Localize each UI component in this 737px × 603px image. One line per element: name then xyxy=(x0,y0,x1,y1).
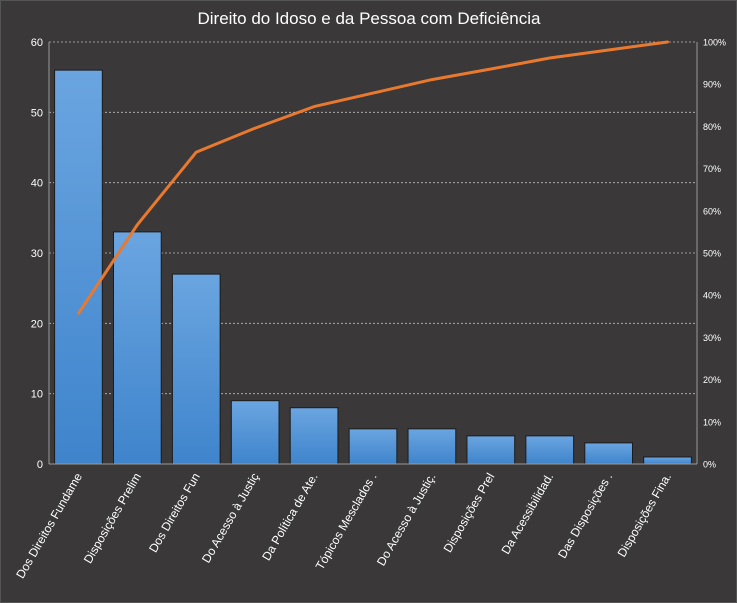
x-tick-label: Do Acesso à Justiç xyxy=(199,471,262,566)
y2-tick-label: 60% xyxy=(703,206,721,216)
bar xyxy=(466,435,516,465)
y2-tick-label: 20% xyxy=(703,375,721,385)
chart-title: Direito do Idoso e da Pessoa com Deficiê… xyxy=(197,9,541,28)
y-tick-label: 30 xyxy=(31,248,43,260)
y-tick-label: 20 xyxy=(31,318,43,330)
bar xyxy=(289,407,339,465)
bar xyxy=(348,428,398,465)
bar xyxy=(584,442,633,465)
bar xyxy=(230,400,280,465)
bar xyxy=(113,231,162,465)
axes xyxy=(48,42,698,465)
y-tick-label: 40 xyxy=(31,178,43,190)
x-tick-label: Dos Direitos Fundame xyxy=(13,470,85,581)
y2-tick-label: 80% xyxy=(703,122,721,132)
bar xyxy=(407,428,457,465)
x-tick-label: Da Política de Ate. xyxy=(259,471,320,564)
bars xyxy=(54,69,692,465)
y2-tick-label: 90% xyxy=(703,80,721,90)
y2-tick-label: 100% xyxy=(703,38,726,48)
x-tick-label: Disposições Prelim xyxy=(81,470,144,565)
cumulative-line xyxy=(77,40,669,315)
y-tick-label: 60 xyxy=(31,37,43,49)
y-tick-label: 10 xyxy=(31,389,43,401)
x-tick-label: Tópicos Mesclados . xyxy=(313,471,380,573)
bar xyxy=(643,456,692,465)
y2-tick-label: 10% xyxy=(703,417,721,427)
bar xyxy=(525,435,575,465)
x-tick-label: Da Acessibilidad. xyxy=(499,471,557,557)
x-tick-label: Disposições Fina. xyxy=(615,471,674,560)
bar xyxy=(171,273,221,465)
y2-tick-label: 0% xyxy=(703,460,716,470)
y-tick-label: 50 xyxy=(31,107,43,119)
y2-tick-label: 40% xyxy=(703,291,721,301)
y2-tick-label: 50% xyxy=(703,249,721,259)
y2-tick-label: 70% xyxy=(703,164,721,174)
cumulative-percent-line xyxy=(77,40,669,315)
x-tick-label: Disposições Prel xyxy=(441,471,498,555)
x-tick-label: Do Acesso à Justiç. xyxy=(374,470,438,568)
y-tick-label: 0 xyxy=(37,459,43,471)
x-tick-label: Das Disposições . xyxy=(555,471,615,561)
y2-tick-label: 30% xyxy=(703,333,721,343)
x-tick-label: Dos Direitos Fun xyxy=(146,471,203,555)
bar xyxy=(54,69,103,465)
